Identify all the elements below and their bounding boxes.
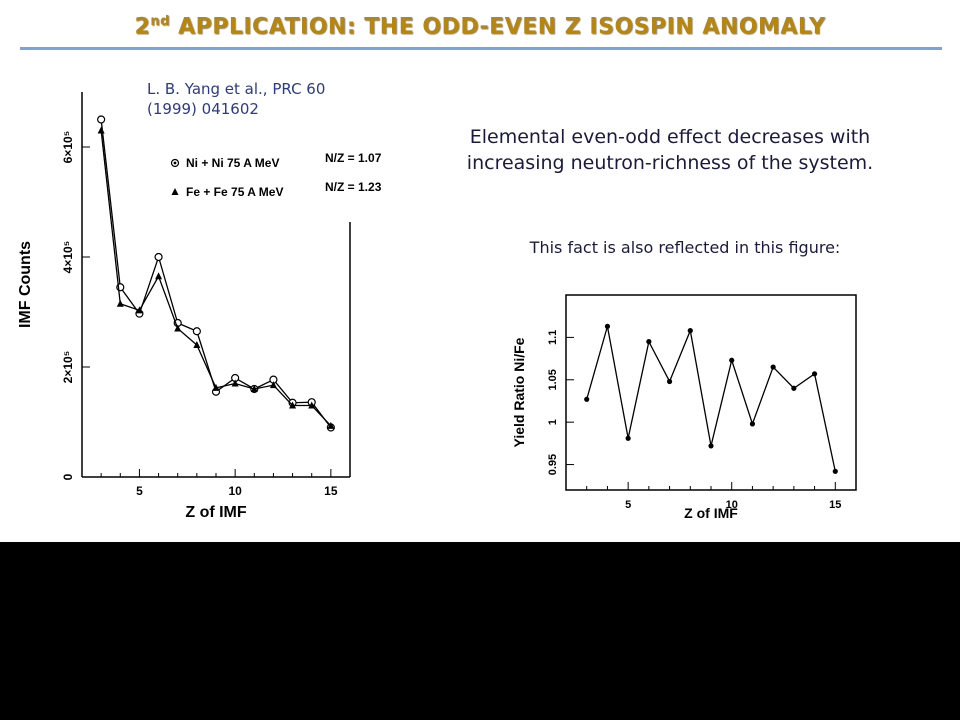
reference-citation: L. B. Yang et al., PRC 60 (1999) 041602 bbox=[147, 79, 325, 119]
legend-marker-fe bbox=[171, 188, 179, 195]
title-underline bbox=[20, 47, 942, 50]
page-title: 2nd APPLICATION: THE ODD-EVEN Z ISOSPIN … bbox=[134, 14, 826, 40]
reference-line-1: L. B. Yang et al., PRC 60 bbox=[147, 80, 326, 98]
data-point-ni bbox=[154, 252, 163, 262]
data-point-fe bbox=[269, 381, 277, 389]
x-tick-label: 5 bbox=[136, 484, 143, 498]
fact-text: This fact is also reflected in this figu… bbox=[529, 238, 841, 257]
y-tick-label: 2×10⁵ bbox=[61, 351, 75, 384]
data-point bbox=[687, 328, 693, 334]
data-point-fe bbox=[135, 306, 143, 314]
x-tick-label: 15 bbox=[324, 484, 338, 498]
x-tick-label: 10 bbox=[228, 484, 242, 498]
data-point bbox=[832, 468, 838, 474]
data-point bbox=[811, 371, 818, 377]
data-point bbox=[749, 421, 756, 427]
y-tick-label: 1.05 bbox=[547, 369, 559, 390]
statement-text: Elemental even-odd effect decreases with… bbox=[420, 124, 920, 176]
data-point-fe bbox=[250, 385, 258, 392]
legend-label: Fe + Fe 75 A MeV bbox=[186, 185, 283, 199]
data-point bbox=[584, 396, 590, 402]
y-tick-label: 0 bbox=[61, 473, 75, 480]
data-point bbox=[708, 443, 714, 449]
imf-counts-chart: 5 10 15 0 2×10⁵ 4×10⁵ 6×10⁵ Z of IMF IMF Counts N… bbox=[17, 92, 382, 521]
data-point bbox=[604, 323, 611, 329]
y-tick-label: 6×10⁵ bbox=[61, 131, 75, 164]
data-point-fe bbox=[116, 299, 124, 307]
data-point-fe bbox=[231, 379, 239, 387]
legend-marker-ni-dot bbox=[173, 161, 177, 165]
data-point bbox=[666, 378, 673, 385]
data-point-fe bbox=[308, 401, 316, 409]
x-axis-label: Z of IMF bbox=[684, 505, 738, 521]
data-point-fe bbox=[212, 383, 220, 391]
x-tick-label: 10 bbox=[726, 499, 738, 511]
data-point-fe bbox=[327, 421, 335, 429]
x-tick-label: 15 bbox=[829, 499, 841, 511]
data-point-fe bbox=[174, 324, 182, 332]
statement-line-2: increasing neutron-richness of the syste… bbox=[466, 152, 874, 174]
y-tick-label: 0.95 bbox=[547, 454, 559, 475]
series-line bbox=[100, 130, 332, 427]
series-line bbox=[586, 326, 836, 472]
data-point bbox=[729, 357, 735, 363]
data-point-fe bbox=[289, 401, 297, 409]
statement-line-1: Elemental even-odd effect decreases with bbox=[469, 126, 871, 148]
data-point-ni bbox=[192, 327, 201, 336]
data-point-ni bbox=[97, 115, 106, 124]
y-tick-label: 1.1 bbox=[547, 330, 559, 345]
y-tick-label: 4×10⁵ bbox=[61, 241, 75, 274]
data-point-fe bbox=[97, 126, 105, 134]
y-axis-label: Yield Ratio Ni/Fe bbox=[511, 337, 527, 447]
data-point bbox=[646, 339, 652, 345]
legend-label: Ni + Ni 75 A MeV bbox=[186, 156, 279, 170]
x-axis-label: Z of IMF bbox=[185, 504, 247, 521]
reference-line-2: (1999) 041602 bbox=[147, 100, 259, 118]
yield-ratio-chart: 5 10 15 0.95 1 1.05 1.1 Z of IMF Yield Ratio Ni/… bbox=[511, 294, 857, 521]
bottom-black-band bbox=[0, 542, 960, 720]
plot-frame bbox=[565, 294, 857, 491]
data-point bbox=[791, 385, 797, 391]
nz-label: N/Z = 1.07 bbox=[325, 151, 382, 165]
data-point bbox=[625, 435, 631, 441]
data-point-fe bbox=[155, 272, 163, 280]
y-tick-label: 1 bbox=[547, 419, 559, 425]
x-tick-label: 5 bbox=[625, 499, 631, 511]
data-point-fe bbox=[193, 341, 201, 348]
nz-label: N/Z = 1.23 bbox=[325, 180, 382, 194]
data-point bbox=[770, 364, 776, 370]
y-axis-label: IMF Counts bbox=[17, 241, 34, 328]
slide: 2nd APPLICATION: THE ODD-EVEN Z ISOSPIN … bbox=[0, 0, 960, 542]
